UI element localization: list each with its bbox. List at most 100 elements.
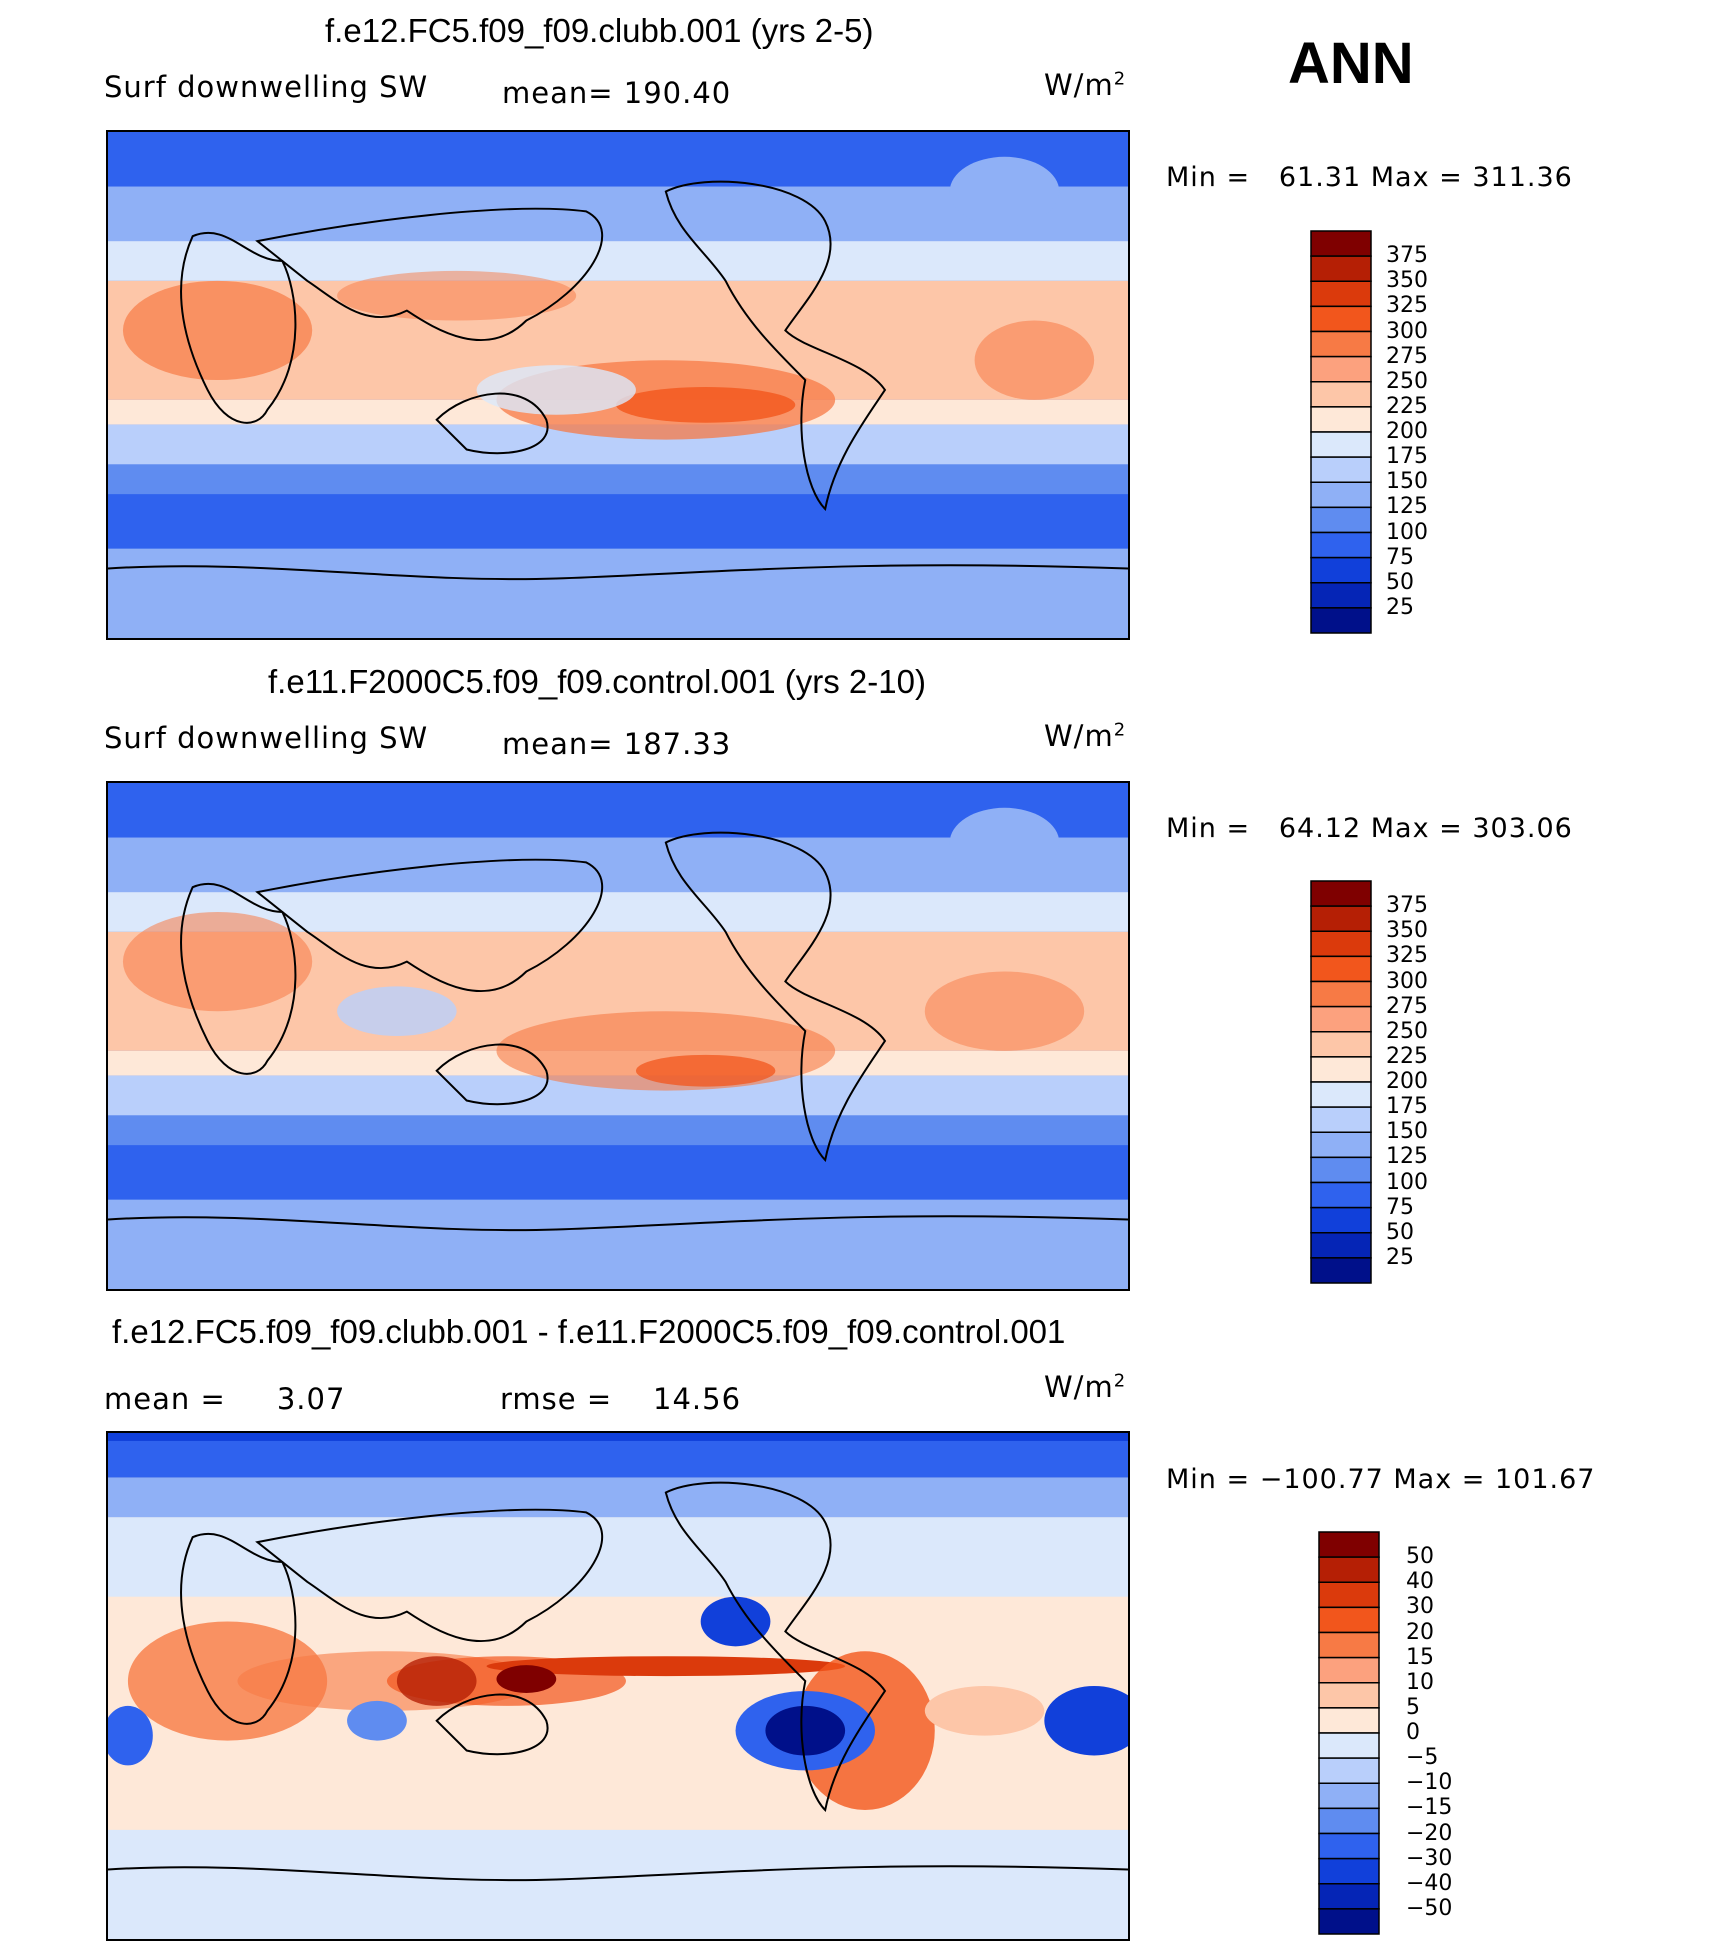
colorbar-swatch bbox=[1310, 1232, 1372, 1259]
colorbar-swatch bbox=[1318, 1732, 1380, 1759]
colorbar-swatch bbox=[1318, 1581, 1380, 1609]
colorbar-swatch bbox=[1310, 1257, 1372, 1284]
colorbar-tick-label: 0 bbox=[1406, 1720, 1420, 1745]
colorbar-swatch bbox=[1318, 1656, 1380, 1684]
colorbar-swatch bbox=[1310, 506, 1372, 534]
panel-1-colorbar bbox=[1310, 230, 1372, 639]
panel-3-units: W/m2 bbox=[1044, 1370, 1127, 1404]
colorbar-tick-label: 100 bbox=[1386, 1169, 1428, 1195]
panel-2-colorbar bbox=[1310, 880, 1372, 1289]
colorbar-tick-label: 200 bbox=[1386, 1069, 1428, 1094]
colorbar-tick-label: 300 bbox=[1386, 318, 1428, 344]
colorbar-tick-label: −40 bbox=[1406, 1870, 1453, 1896]
panel-1-map bbox=[106, 130, 1130, 640]
colorbar-tick-label: 350 bbox=[1386, 268, 1428, 294]
colorbar-swatch bbox=[1318, 1782, 1380, 1810]
colorbar-swatch bbox=[1318, 1883, 1380, 1910]
colorbar-swatch bbox=[1310, 255, 1372, 282]
colorbar-tick-label: 325 bbox=[1386, 943, 1428, 969]
panel-3-title: f.e12.FC5.f09_f09.clubb.001 - f.e11.F200… bbox=[112, 1313, 1066, 1350]
colorbar-swatch bbox=[1310, 1106, 1372, 1133]
colorbar-tick-label: 50 bbox=[1386, 569, 1414, 595]
panel-1-mean: mean= 190.40 bbox=[502, 76, 732, 110]
colorbar-swatch bbox=[1318, 1807, 1380, 1835]
colorbar-tick-label: −5 bbox=[1406, 1745, 1439, 1771]
colorbar-tick-label: 25 bbox=[1386, 594, 1414, 620]
colorbar-tick-label: 300 bbox=[1386, 968, 1428, 994]
colorbar-swatch bbox=[1318, 1531, 1380, 1558]
colorbar-tick-label: 30 bbox=[1406, 1594, 1434, 1620]
colorbar-swatch bbox=[1310, 1181, 1372, 1209]
colorbar-swatch bbox=[1310, 280, 1372, 308]
colorbar-swatch bbox=[1310, 905, 1372, 932]
colorbar-swatch bbox=[1310, 556, 1372, 584]
colorbar-tick-label: 225 bbox=[1386, 1043, 1428, 1069]
colorbar-swatch bbox=[1310, 355, 1372, 383]
colorbar-tick-label: 125 bbox=[1386, 494, 1428, 520]
colorbar-swatch bbox=[1310, 531, 1372, 559]
panel-2-title: f.e11.F2000C5.f09_f09.control.001 (yrs 2… bbox=[268, 663, 926, 700]
panel-3-rmse: rmse = 14.56 bbox=[500, 1382, 742, 1416]
panel-2-map bbox=[106, 781, 1130, 1291]
colorbar-swatch bbox=[1318, 1832, 1380, 1860]
colorbar-swatch bbox=[1310, 1056, 1372, 1083]
colorbar-tick-label: 325 bbox=[1386, 293, 1428, 319]
panel-1-colorbar-swatches bbox=[1310, 230, 1372, 634]
panel-3-map bbox=[106, 1431, 1130, 1941]
colorbar-tick-label: −50 bbox=[1406, 1895, 1453, 1921]
colorbar-tick-label: 10 bbox=[1406, 1669, 1434, 1695]
colorbar-tick-label: −10 bbox=[1406, 1770, 1453, 1796]
colorbar-swatch bbox=[1310, 930, 1372, 958]
colorbar-swatch bbox=[1310, 305, 1372, 333]
colorbar-swatch bbox=[1310, 980, 1372, 1008]
colorbar-swatch bbox=[1310, 230, 1372, 257]
colorbar-tick-label: 225 bbox=[1386, 393, 1428, 419]
panel-1-units: W/m2 bbox=[1044, 68, 1127, 102]
colorbar-swatch bbox=[1310, 381, 1372, 408]
colorbar-tick-label: 40 bbox=[1406, 1569, 1434, 1595]
colorbar-swatch bbox=[1318, 1631, 1380, 1659]
colorbar-tick-label: 375 bbox=[1386, 893, 1428, 919]
colorbar-tick-label: 275 bbox=[1386, 343, 1428, 369]
colorbar-swatch bbox=[1310, 1005, 1372, 1033]
colorbar-swatch bbox=[1310, 955, 1372, 983]
panel-3-colorbar-swatches bbox=[1318, 1531, 1380, 1935]
colorbar-tick-label: 75 bbox=[1386, 544, 1414, 570]
panel-1-minmax: Min = 61.31 Max = 311.36 bbox=[1166, 162, 1573, 193]
season-label: ANN bbox=[1288, 31, 1414, 96]
panel-2-mean: mean= 187.33 bbox=[502, 727, 732, 761]
colorbar-swatch bbox=[1310, 330, 1372, 358]
panel-2-units: W/m2 bbox=[1044, 719, 1127, 753]
colorbar-swatch bbox=[1310, 1081, 1372, 1108]
colorbar-tick-label: 150 bbox=[1386, 469, 1428, 495]
colorbar-swatch bbox=[1310, 880, 1372, 907]
colorbar-tick-label: 175 bbox=[1386, 444, 1428, 470]
colorbar-tick-label: 50 bbox=[1406, 1544, 1434, 1570]
colorbar-swatch bbox=[1310, 1131, 1372, 1159]
colorbar-swatch bbox=[1318, 1908, 1380, 1935]
colorbar-tick-label: 75 bbox=[1386, 1194, 1414, 1220]
panel-1-variable: Surf downwelling SW bbox=[104, 70, 429, 104]
colorbar-swatch bbox=[1318, 1556, 1380, 1583]
colorbar-swatch bbox=[1310, 607, 1372, 634]
colorbar-swatch bbox=[1310, 1031, 1372, 1058]
panel-1-title: f.e12.FC5.f09_f09.clubb.001 (yrs 2-5) bbox=[325, 12, 874, 49]
colorbar-swatch bbox=[1310, 1206, 1372, 1234]
colorbar-swatch bbox=[1310, 481, 1372, 509]
colorbar-tick-label: 250 bbox=[1386, 1018, 1428, 1044]
colorbar-swatch bbox=[1310, 406, 1372, 433]
colorbar-swatch bbox=[1318, 1682, 1380, 1709]
colorbar-tick-label: 125 bbox=[1386, 1144, 1428, 1170]
colorbar-tick-label: −20 bbox=[1406, 1820, 1453, 1846]
colorbar-swatch bbox=[1310, 1156, 1372, 1184]
panel-2-variable: Surf downwelling SW bbox=[104, 721, 429, 755]
colorbar-swatch bbox=[1318, 1606, 1380, 1634]
colorbar-swatch bbox=[1318, 1707, 1380, 1734]
panel-3-minmax: Min = −100.77 Max = 101.67 bbox=[1166, 1464, 1596, 1495]
colorbar-tick-label: 275 bbox=[1386, 993, 1428, 1019]
colorbar-tick-label: −30 bbox=[1406, 1845, 1453, 1871]
colorbar-tick-label: 150 bbox=[1386, 1119, 1428, 1145]
colorbar-tick-label: 375 bbox=[1386, 243, 1428, 269]
colorbar-swatch bbox=[1318, 1857, 1380, 1885]
colorbar-swatch bbox=[1310, 431, 1372, 458]
